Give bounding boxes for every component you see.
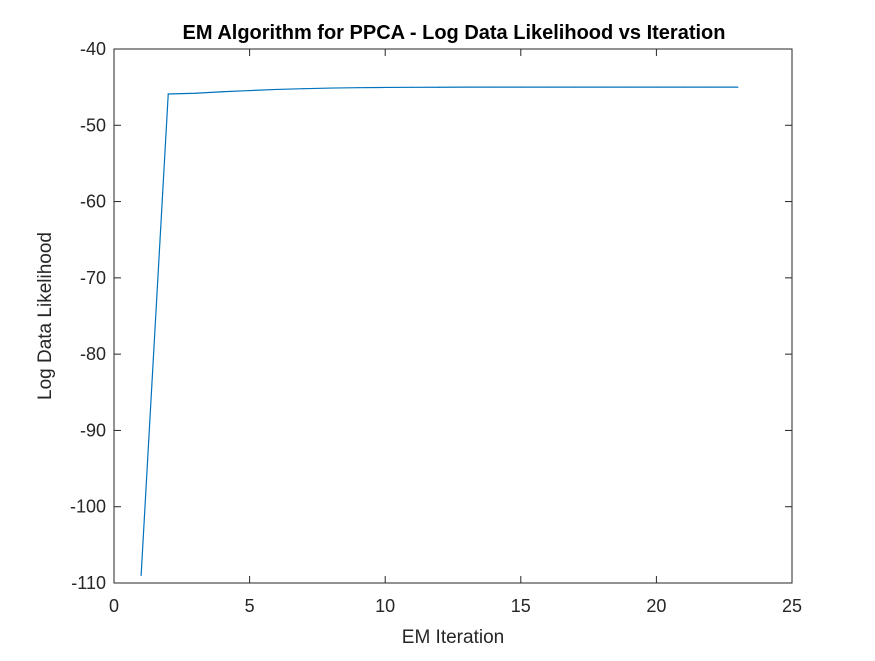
y-tick-label: -100 xyxy=(70,497,106,517)
x-tick-label: 0 xyxy=(109,596,119,616)
y-axis-label: Log Data Likelihood xyxy=(35,232,56,400)
data-point xyxy=(710,86,712,88)
x-tick-label: 10 xyxy=(375,596,395,616)
data-point xyxy=(194,92,196,94)
data-point xyxy=(167,93,169,95)
x-tick-label: 20 xyxy=(646,596,666,616)
data-point xyxy=(628,86,630,88)
data-point xyxy=(330,87,332,89)
data-point xyxy=(140,574,142,576)
y-tick-label: -80 xyxy=(80,344,106,364)
y-tick-label: -60 xyxy=(80,192,106,212)
data-point xyxy=(574,86,576,88)
data-point xyxy=(384,86,386,89)
data-point xyxy=(655,86,658,88)
x-tick-label: 5 xyxy=(245,596,255,616)
data-point xyxy=(682,86,685,88)
data-point xyxy=(249,89,251,92)
x-tick-label: 25 xyxy=(782,596,802,616)
series-layer xyxy=(140,86,739,576)
data-point xyxy=(276,88,278,91)
plot-area xyxy=(113,48,793,584)
data-point xyxy=(737,86,739,88)
data-point xyxy=(303,88,305,90)
x-axis-label: EM Iteration xyxy=(402,627,504,648)
data-point xyxy=(547,86,549,88)
data-point xyxy=(465,86,468,88)
data-point xyxy=(520,86,522,88)
data-point xyxy=(357,87,359,89)
data-point xyxy=(601,86,603,88)
data-point xyxy=(221,91,224,93)
y-tick-label: -90 xyxy=(80,420,106,440)
data-point xyxy=(438,86,441,88)
data-point xyxy=(411,86,413,88)
y-tick-label: -50 xyxy=(80,115,106,135)
x-tick-label: 15 xyxy=(511,596,531,616)
data-point xyxy=(493,86,495,88)
y-tick-label: -40 xyxy=(80,39,106,59)
chart-title: EM Algorithm for PPCA - Log Data Likelih… xyxy=(183,22,726,44)
y-tick-label: -110 xyxy=(71,573,106,593)
ticks-layer: 0 5 10 15 20 25 -110 -100 -90 -80 -70 -60 -50 -40 xyxy=(70,39,802,616)
y-tick-label: -70 xyxy=(80,268,106,288)
